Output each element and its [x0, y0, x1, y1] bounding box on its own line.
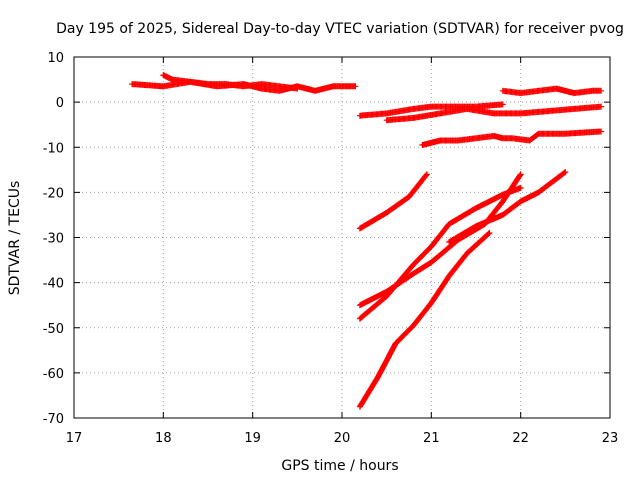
- x-tick-label: 21: [423, 431, 440, 446]
- series-11: [356, 230, 493, 410]
- chart-title: Day 195 of 2025, Sidereal Day-to-day VTE…: [56, 21, 624, 37]
- series-10-markers: [446, 169, 569, 245]
- y-tick-label: -30: [43, 232, 64, 247]
- series-2-markers: [160, 72, 301, 92]
- x-axis-label: GPS time / hours: [281, 458, 398, 474]
- series-10: [446, 169, 569, 245]
- y-axis-label: SDTVAR / TECUs: [7, 181, 23, 296]
- x-tick-label: 18: [155, 431, 172, 446]
- x-tick-label: 22: [512, 431, 529, 446]
- y-tick-label: -60: [43, 367, 64, 382]
- grid: [74, 57, 610, 418]
- x-tick-label: 17: [66, 431, 83, 446]
- y-tick-label: -70: [43, 412, 64, 427]
- y-tick-label: -20: [43, 186, 64, 201]
- x-tick-label: 20: [334, 431, 351, 446]
- series-5: [499, 85, 605, 97]
- y-tick-label: 0: [56, 96, 64, 111]
- data-series: [129, 72, 605, 410]
- series-2: [160, 72, 301, 92]
- series-4: [383, 103, 605, 124]
- series-7: [356, 171, 430, 232]
- series-5-markers: [499, 85, 605, 97]
- y-tick-label: 10: [47, 51, 64, 66]
- y-tick-label: -40: [43, 277, 64, 292]
- x-tick-label: 23: [602, 431, 619, 446]
- y-tick-label: -50: [43, 322, 64, 337]
- series-11-markers: [356, 230, 493, 410]
- series-9: [356, 184, 524, 322]
- series-7-markers: [356, 171, 430, 232]
- axis-ticks: 17 18 19 20 21 22 23 10 0 -10 -20 -30 -40 -50 -60 -70: [43, 51, 619, 446]
- series-6: [419, 128, 605, 148]
- x-tick-label: 19: [244, 431, 261, 446]
- y-tick-label: -10: [43, 141, 64, 156]
